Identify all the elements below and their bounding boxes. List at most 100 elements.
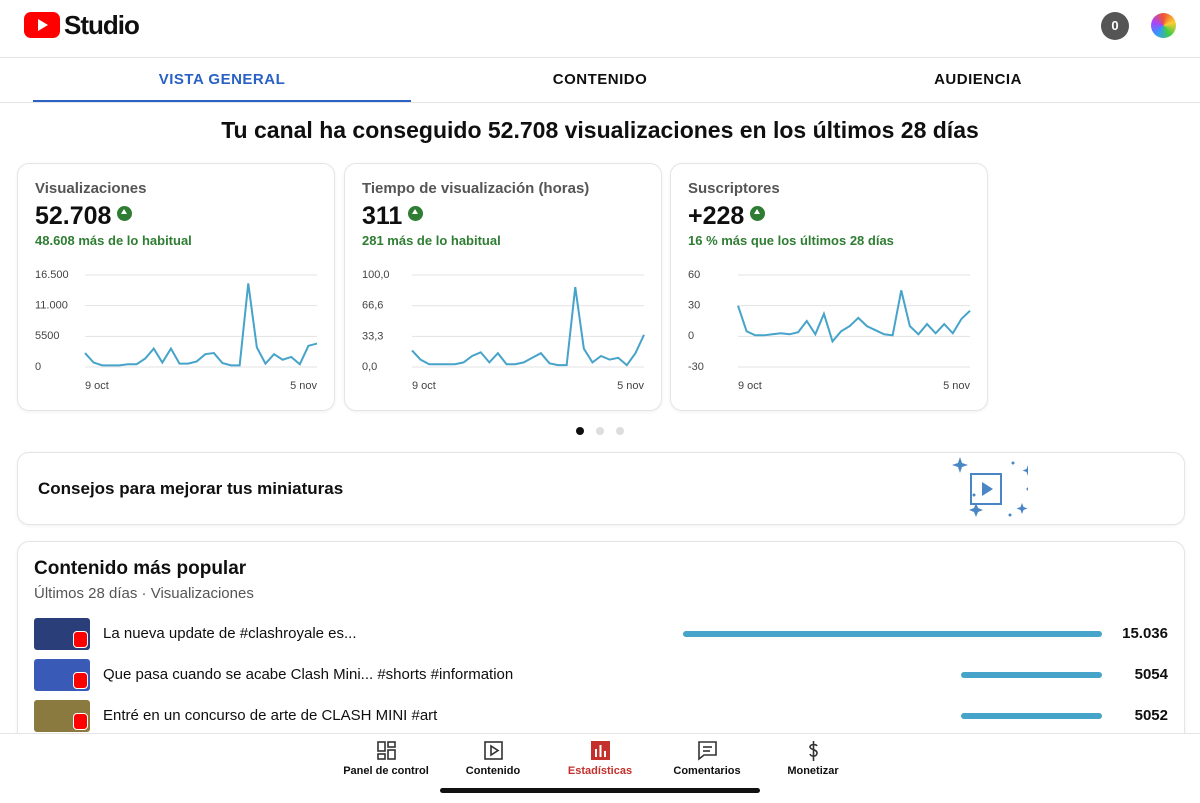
divider — [0, 102, 1200, 103]
headline: Tu canal ha conseguido 52.708 visualizac… — [221, 117, 979, 143]
nav-item[interactable]: Comentarios — [652, 734, 762, 777]
shorts-icon — [73, 672, 88, 689]
trend-up-icon — [750, 206, 766, 221]
metric-value: 311 — [362, 202, 424, 231]
icon-shape — [483, 741, 503, 760]
nav-label: Contenido — [465, 765, 521, 777]
video-row[interactable]: La nueva update de #clashroyale es... 15.… — [34, 618, 1174, 650]
tab[interactable]: VISTA GENERAL — [158, 71, 286, 88]
trend-up-icon — [117, 206, 133, 221]
nav-icon — [483, 741, 503, 760]
shorts-icon — [73, 713, 88, 730]
nav-item[interactable]: Estadísticas — [545, 734, 655, 777]
tab[interactable]: AUDIENCIA — [934, 71, 1022, 88]
icon-shape — [697, 741, 717, 761]
series-line — [411, 286, 645, 367]
nav-item[interactable]: Panel de control — [331, 734, 441, 777]
view-count: 5054 — [1134, 666, 1168, 683]
video-row[interactable]: Que pasa cuando se acabe Clash Mini... #… — [34, 659, 1174, 691]
logo-icon — [24, 12, 60, 38]
divider — [0, 57, 1200, 58]
nav-label: Comentarios — [673, 765, 741, 777]
nav-icon — [808, 741, 818, 761]
view-bar — [961, 713, 1102, 719]
metric-number: +228 — [688, 202, 745, 230]
video-thumbnail — [34, 659, 90, 691]
metric-number: 52.708 — [35, 202, 112, 230]
metric-title: Visualizaciones — [35, 180, 147, 197]
sparkline-chart: -30 0 30 60 9 oct 5 nov — [688, 269, 971, 392]
pager-dot[interactable] — [576, 427, 584, 435]
metric-delta: 48.608 más de lo habitual — [35, 233, 192, 248]
y-tick-label: 100,0 — [362, 269, 390, 281]
video-thumbnail — [34, 618, 90, 650]
series-line — [737, 290, 971, 344]
metric-delta: 281 más de lo habitual — [362, 233, 501, 248]
video-thumbnail — [34, 700, 90, 732]
metric-value: +228 — [688, 202, 766, 231]
y-tick-label: 30 — [688, 300, 700, 312]
icon-shape — [603, 751, 606, 757]
tab-indicator — [33, 100, 411, 103]
y-tick-label: -30 — [688, 361, 704, 373]
sparkline-chart: 0 5500 11.000 16.500 9 oct 5 nov — [35, 269, 318, 392]
icon-shape — [386, 749, 396, 760]
view-bar — [961, 672, 1102, 678]
home-indicator — [440, 788, 760, 793]
x-tick-label: 5 nov — [290, 380, 317, 392]
nav-icon — [697, 741, 717, 761]
y-tick-label: 0 — [35, 361, 41, 373]
metric-card[interactable]: Suscriptores +228 16 % más que los últimos… — [670, 163, 988, 411]
icon-shape — [386, 741, 396, 748]
x-tick-label: 9 oct — [85, 380, 109, 392]
nav-icon — [376, 741, 396, 760]
video-title: La nueva update de #clashroyale es... — [103, 625, 357, 642]
x-tick-label: 9 oct — [412, 380, 436, 392]
metric-card[interactable]: Tiempo de visualización (horas) 311 281 má… — [344, 163, 662, 411]
tab[interactable]: CONTENIDO — [552, 71, 648, 88]
y-tick-label: 0 — [688, 330, 694, 342]
nav-label: Estadísticas — [567, 765, 633, 777]
logo-text: Studio — [64, 10, 140, 40]
metric-title: Tiempo de visualización (horas) — [362, 180, 590, 197]
pager-dot[interactable] — [596, 427, 604, 435]
tip-card[interactable]: Consejos para mejorar tus miniaturas — [17, 452, 1185, 525]
video-title: Que pasa cuando se acabe Clash Mini... #… — [103, 666, 514, 683]
pager-dot[interactable] — [616, 427, 624, 435]
avatar[interactable] — [1151, 13, 1176, 38]
y-tick-label: 0,0 — [362, 361, 377, 373]
video-title: Entré en un concurso de arte de CLASH MI… — [103, 707, 438, 724]
y-tick-label: 33,3 — [362, 330, 383, 342]
nav-label: Monetizar — [787, 765, 839, 777]
video-row[interactable]: Entré en un concurso de arte de CLASH MI… — [34, 700, 1174, 732]
popular-subtitle: Últimos 28 días · Visualizaciones — [34, 585, 254, 602]
x-tick-label: 9 oct — [738, 380, 762, 392]
y-tick-label: 16.500 — [35, 269, 69, 281]
x-tick-label: 5 nov — [617, 380, 644, 392]
icon-shape — [594, 749, 597, 757]
series-line — [84, 283, 318, 367]
metric-title: Suscriptores — [688, 180, 780, 197]
view-bar — [683, 631, 1102, 637]
icon-shape — [376, 753, 386, 760]
sparkline-chart: 0,0 33,3 66,6 100,0 9 oct 5 nov — [362, 269, 645, 392]
y-tick-label: 11.000 — [35, 300, 68, 312]
metric-value: 52.708 — [35, 202, 133, 231]
metric-delta: 16 % más que los últimos 28 días — [688, 233, 894, 248]
nav-label: Panel de control — [343, 765, 429, 777]
logo[interactable]: Studio — [24, 10, 140, 43]
metric-card[interactable]: Visualizaciones 52.708 48.608 más de lo ha… — [17, 163, 335, 411]
metric-number: 311 — [362, 202, 403, 230]
notification-badge[interactable]: 0 — [1101, 12, 1129, 40]
nav-item[interactable]: Monetizar — [758, 734, 868, 777]
icon-shape — [489, 744, 499, 757]
shorts-icon — [73, 631, 88, 648]
view-count: 5052 — [1134, 707, 1168, 724]
y-tick-label: 5500 — [35, 330, 59, 342]
y-tick-label: 60 — [688, 269, 700, 281]
icon-shape — [376, 741, 386, 752]
nav-icon — [590, 741, 610, 760]
icon-shape — [808, 741, 818, 761]
nav-item[interactable]: Contenido — [438, 734, 548, 777]
